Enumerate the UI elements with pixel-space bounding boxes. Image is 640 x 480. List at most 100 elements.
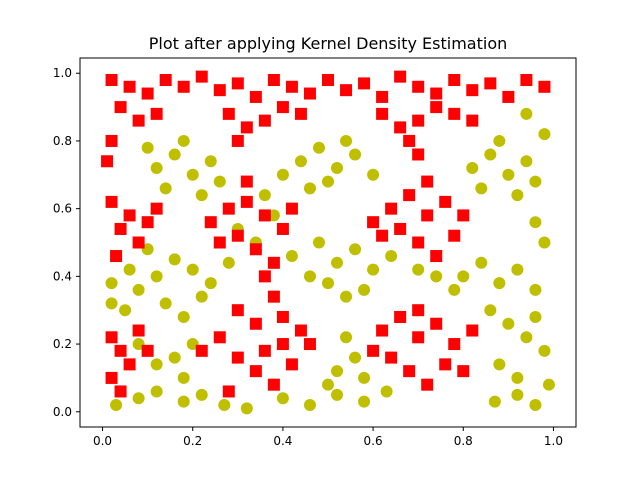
low-density-point bbox=[488, 395, 501, 408]
high-density-point bbox=[213, 331, 226, 344]
low-density-point bbox=[276, 392, 289, 405]
x-tick-label: 0.4 bbox=[273, 434, 292, 448]
high-density-point bbox=[258, 114, 271, 127]
high-density-point bbox=[240, 195, 253, 208]
high-density-point bbox=[123, 358, 136, 371]
low-density-series bbox=[105, 107, 555, 415]
low-density-point bbox=[340, 290, 353, 303]
low-density-point bbox=[150, 162, 163, 175]
high-density-point bbox=[195, 344, 208, 357]
high-density-point bbox=[376, 90, 389, 103]
high-density-point bbox=[448, 338, 461, 351]
low-density-point bbox=[367, 263, 380, 276]
high-density-point bbox=[114, 222, 127, 235]
low-density-point bbox=[303, 398, 316, 411]
low-density-point bbox=[538, 236, 551, 249]
high-density-point bbox=[240, 121, 253, 134]
high-density-point bbox=[114, 344, 127, 357]
low-density-point bbox=[349, 351, 362, 364]
high-density-point bbox=[457, 209, 470, 222]
high-density-point bbox=[213, 236, 226, 249]
low-density-point bbox=[385, 250, 398, 263]
low-density-point bbox=[529, 398, 542, 411]
low-density-point bbox=[511, 388, 524, 401]
high-density-point bbox=[466, 114, 479, 127]
high-density-point bbox=[294, 107, 307, 120]
high-density-point bbox=[403, 365, 416, 378]
x-tick-label: 1.0 bbox=[544, 434, 563, 448]
low-density-point bbox=[123, 263, 136, 276]
high-density-point bbox=[520, 74, 533, 87]
high-density-point bbox=[249, 317, 262, 330]
high-density-point bbox=[430, 317, 443, 330]
low-density-point bbox=[358, 371, 371, 384]
high-density-point bbox=[276, 310, 289, 323]
low-density-point bbox=[520, 107, 533, 120]
high-density-point bbox=[403, 189, 416, 202]
high-density-point bbox=[222, 385, 235, 398]
high-density-point bbox=[412, 236, 425, 249]
low-density-point bbox=[380, 385, 393, 398]
high-density-point bbox=[141, 216, 154, 229]
low-density-point bbox=[132, 338, 145, 351]
low-density-point bbox=[349, 148, 362, 161]
low-density-point bbox=[168, 253, 181, 266]
low-density-point bbox=[538, 128, 551, 141]
high-density-point bbox=[421, 175, 434, 188]
high-density-point bbox=[322, 74, 334, 87]
low-density-point bbox=[340, 134, 353, 147]
low-density-point bbox=[457, 270, 470, 283]
high-density-point bbox=[132, 114, 145, 127]
low-density-point bbox=[312, 141, 325, 154]
high-density-point bbox=[249, 243, 262, 256]
high-density-point bbox=[132, 324, 145, 337]
high-density-point bbox=[394, 70, 407, 83]
high-density-point bbox=[376, 324, 389, 337]
low-density-point bbox=[141, 141, 154, 154]
low-density-point bbox=[159, 297, 172, 310]
high-density-point bbox=[466, 324, 479, 337]
high-density-point bbox=[267, 256, 280, 269]
low-density-point bbox=[520, 331, 533, 344]
high-density-point bbox=[267, 290, 280, 303]
low-density-point bbox=[119, 304, 132, 317]
high-density-point bbox=[376, 229, 389, 242]
high-density-point bbox=[385, 202, 398, 215]
high-density-point bbox=[358, 77, 371, 90]
low-density-point bbox=[466, 162, 479, 175]
low-density-point bbox=[195, 290, 208, 303]
low-density-point bbox=[349, 243, 362, 256]
high-density-point bbox=[285, 80, 298, 93]
high-density-point bbox=[385, 351, 398, 364]
low-density-point bbox=[150, 385, 163, 398]
high-density-point bbox=[222, 202, 235, 215]
high-density-point bbox=[412, 80, 425, 93]
low-density-point bbox=[186, 263, 199, 276]
low-density-point bbox=[141, 243, 154, 256]
low-density-point bbox=[340, 331, 353, 344]
high-density-point bbox=[195, 70, 208, 83]
high-density-point bbox=[105, 331, 118, 344]
x-tick-label: 0.8 bbox=[454, 434, 473, 448]
plot-frame bbox=[79, 57, 577, 428]
low-density-point bbox=[132, 283, 145, 296]
low-density-point bbox=[511, 371, 524, 384]
high-density-point bbox=[141, 87, 154, 100]
low-density-point bbox=[177, 134, 190, 147]
high-density-point bbox=[231, 77, 244, 90]
low-density-point bbox=[186, 168, 199, 181]
high-density-point bbox=[303, 338, 316, 351]
low-density-point bbox=[159, 182, 172, 195]
high-density-point bbox=[258, 344, 271, 357]
low-density-point bbox=[475, 256, 488, 269]
y-tick-label: 0.4 bbox=[53, 269, 72, 283]
high-density-point bbox=[222, 107, 235, 120]
high-density-point bbox=[114, 101, 127, 114]
low-density-point bbox=[430, 270, 443, 283]
high-density-point bbox=[276, 338, 289, 351]
y-tick-label: 0.2 bbox=[53, 337, 72, 351]
high-density-point bbox=[150, 107, 163, 120]
low-density-point bbox=[303, 182, 316, 195]
high-density-point bbox=[412, 331, 425, 344]
low-density-point bbox=[448, 283, 461, 296]
